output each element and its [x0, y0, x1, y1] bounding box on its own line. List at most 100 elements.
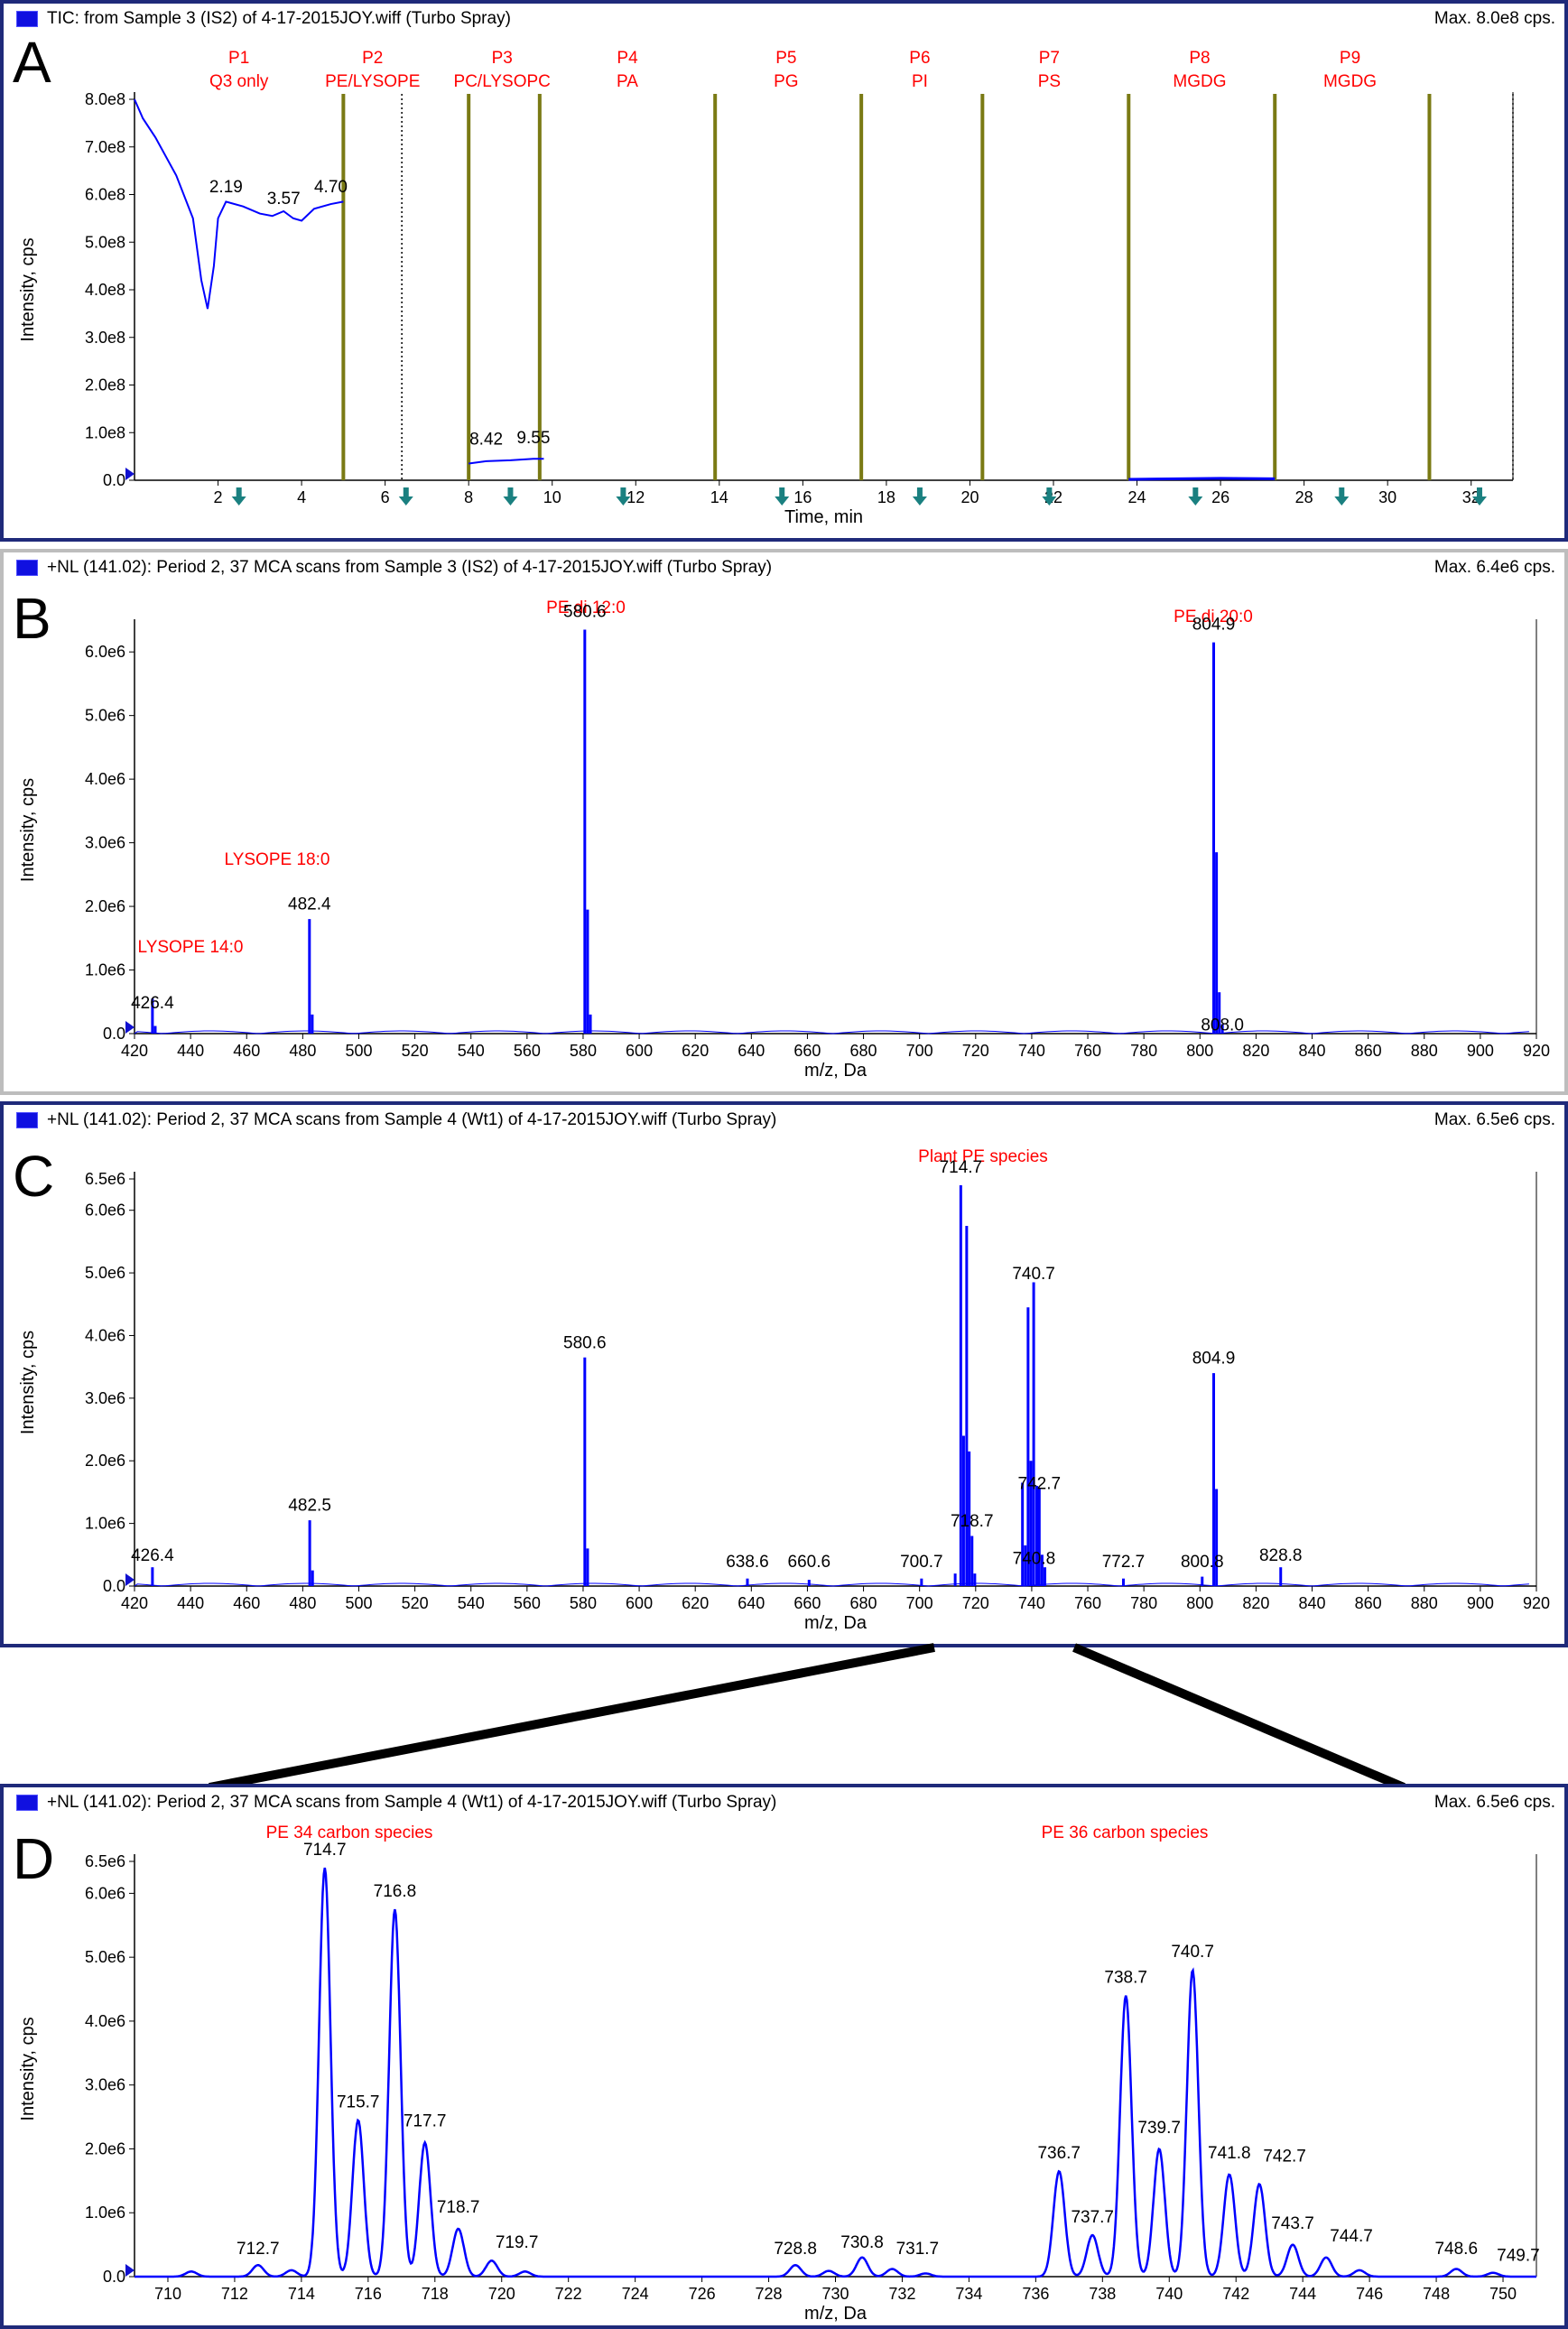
- x-tick-label: 760: [1074, 1042, 1101, 1060]
- peak-label: 2.19: [209, 178, 243, 197]
- axis-marker-icon: [125, 1021, 135, 1034]
- panel-c-max: Max. 6.5e6 cps.: [1433, 1110, 1555, 1129]
- y-tick-label: 8.0e8: [85, 90, 125, 108]
- y-tick-label: 3.0e6: [85, 834, 125, 852]
- y-tick-label: 0.0: [103, 1577, 125, 1595]
- peak-label: 804.9: [1192, 1350, 1236, 1369]
- y-tick-label: 0.0: [103, 471, 125, 489]
- peak-label: 731.7: [896, 2240, 940, 2259]
- x-tick-label: 724: [622, 2285, 649, 2303]
- panel-b-letter: B: [13, 586, 51, 651]
- y-axis-label: Intensity, cps: [18, 1331, 38, 1434]
- peak-label: 714.7: [303, 1841, 347, 1860]
- x-axis-label: m/z, Da: [804, 2304, 868, 2324]
- x-axis-label: Time, min: [784, 507, 863, 527]
- peak-label: 742.7: [1263, 2148, 1306, 2167]
- panel-c-chart: 0.0 1.0e6 2.0e6 3.0e6 4.0e6 5.0e6 6.0e6 6.5e6 42…: [18, 1147, 1550, 1633]
- panel-d: +NL (141.02): Period 2, 37 MCA scans fro…: [0, 1784, 1568, 2329]
- y-tick-label: 5.0e6: [85, 1948, 125, 1966]
- scan-arrow-icon: [1334, 487, 1350, 506]
- x-tick-label: 480: [289, 1594, 316, 1612]
- x-tick-label: 710: [154, 2285, 181, 2303]
- axis-marker-icon: [125, 2264, 135, 2277]
- y-tick-label: 1.0e6: [85, 961, 125, 979]
- period-label: P3: [492, 49, 513, 68]
- x-tick-label: 480: [289, 1042, 316, 1060]
- peak-label: 712.7: [237, 2240, 280, 2259]
- x-tick-label: 620: [682, 1594, 709, 1612]
- period-label: P5: [775, 49, 796, 68]
- x-tick-label: 728: [756, 2285, 783, 2303]
- peak-label: 748.6: [1434, 2240, 1478, 2259]
- x-tick-label: 750: [1489, 2285, 1517, 2303]
- x-tick-label: 712: [221, 2285, 248, 2303]
- peak-label: 580.6: [563, 1333, 607, 1352]
- zoom-line-right: [1072, 1643, 1406, 1792]
- x-tick-label: 680: [850, 1042, 877, 1060]
- panel-d-max: Max. 6.5e6 cps.: [1433, 1793, 1555, 1812]
- peak-label: 714.7: [940, 1158, 983, 1177]
- annotation: PE 34 carbon species: [266, 1823, 433, 1842]
- annotation: Plant PE species: [918, 1147, 1048, 1166]
- scan-arrow-icon: [398, 487, 413, 506]
- x-tick-label: 736: [1022, 2285, 1049, 2303]
- scan-arrow-icon: [1188, 487, 1203, 506]
- panel-d-letter: D: [13, 1826, 55, 1891]
- x-tick-label: 640: [738, 1594, 765, 1612]
- x-tick-label: 420: [121, 1042, 148, 1060]
- x-tick-label: 800: [1186, 1042, 1213, 1060]
- x-tick-label: 600: [626, 1042, 653, 1060]
- scan-arrow-icon: [1471, 487, 1487, 506]
- x-tick-label: 780: [1130, 1042, 1157, 1060]
- x-tick-label: 840: [1298, 1042, 1325, 1060]
- period-label: P1: [228, 49, 249, 68]
- x-tick-label: 880: [1411, 1594, 1438, 1612]
- annotation: LYSOPE 14:0: [138, 938, 244, 957]
- x-tick-label: 520: [402, 1594, 429, 1612]
- panel-c: +NL (141.02): Period 2, 37 MCA scans fro…: [0, 1101, 1568, 1647]
- x-tick-label: 726: [689, 2285, 716, 2303]
- y-tick-label: 4.0e6: [85, 1326, 125, 1344]
- y-tick-label: 5.0e6: [85, 707, 125, 725]
- panel-b-max: Max. 6.4e6 cps.: [1433, 558, 1555, 577]
- x-tick-label: 660: [793, 1042, 821, 1060]
- peak-label: 808.0: [1201, 1016, 1244, 1035]
- x-tick-label: 820: [1242, 1042, 1269, 1060]
- panel-b-chart: 0.0 1.0e6 2.0e6 3.0e6 4.0e6 5.0e6 6.0e6 420 440 4…: [18, 598, 1550, 1081]
- x-tick-label: 714: [288, 2285, 315, 2303]
- annotation: PE di 12:0: [546, 598, 626, 617]
- axis-marker-icon: [125, 468, 135, 480]
- y-tick-label: 7.0e8: [85, 138, 125, 156]
- x-tick-label: 840: [1298, 1594, 1325, 1612]
- peak-label: 730.8: [840, 2233, 884, 2252]
- y-tick-label: 4.0e6: [85, 2012, 125, 2030]
- x-tick-label: 20: [960, 488, 979, 506]
- x-tick-label: 720: [962, 1042, 989, 1060]
- y-tick-label: 5.0e6: [85, 1264, 125, 1282]
- panel-c-letter: C: [13, 1144, 55, 1209]
- x-tick-label: 740: [1018, 1042, 1045, 1060]
- peak-label: 736.7: [1037, 2144, 1081, 2163]
- peak-label: 426.4: [131, 1546, 174, 1565]
- peak-label: 728.8: [774, 2240, 817, 2259]
- legend-square-icon: [16, 1794, 38, 1811]
- peak-label: 740.7: [1171, 1943, 1214, 1962]
- period-label: P6: [909, 49, 930, 68]
- peak-label: 804.9: [1192, 616, 1236, 635]
- peak-label: 482.4: [288, 895, 331, 914]
- y-axis-label: Intensity, cps: [18, 778, 38, 882]
- x-tick-label: 500: [345, 1042, 372, 1060]
- x-tick-label: 14: [710, 488, 728, 506]
- x-tick-label: 10: [543, 488, 561, 506]
- scan-arrow-icon: [503, 487, 518, 506]
- y-tick-label: 6.5e6: [85, 1170, 125, 1188]
- x-tick-label: 722: [555, 2285, 582, 2303]
- peak-label: 717.7: [404, 2112, 447, 2131]
- period-name: PS: [1038, 72, 1061, 91]
- panel-a-letter: A: [13, 30, 51, 95]
- y-tick-label: 2.0e8: [85, 376, 125, 394]
- x-tick-label: 24: [1128, 488, 1146, 506]
- x-tick-label: 740: [1155, 2285, 1183, 2303]
- panel-a-title: TIC: from Sample 3 (IS2) of 4-17-2015JOY…: [47, 9, 511, 28]
- scan-arrow-icon: [1042, 487, 1057, 506]
